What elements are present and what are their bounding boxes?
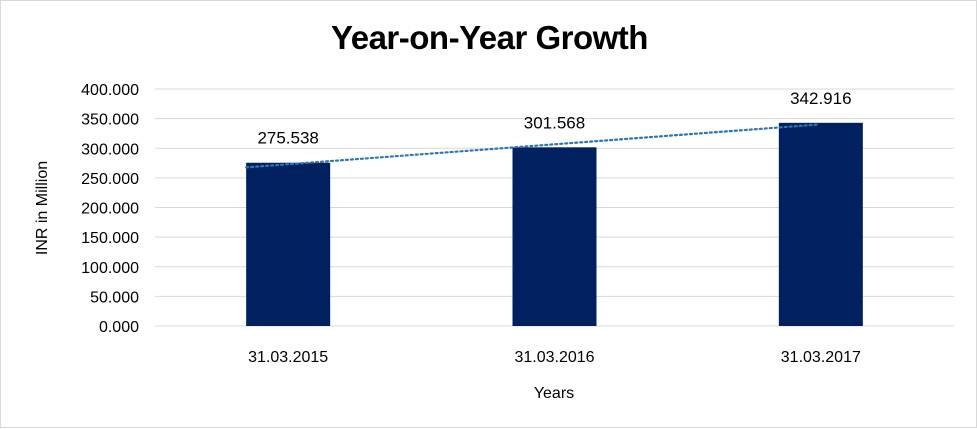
bar: [512, 147, 597, 326]
bars: [246, 122, 863, 327]
x-tick-label: 31.03.2016: [514, 349, 594, 366]
bar: [246, 162, 331, 326]
data-label: 301.568: [524, 113, 585, 132]
y-axis-title: INR in Million: [34, 161, 51, 255]
data-label: 275.538: [257, 129, 318, 148]
trendline: [245, 123, 818, 169]
y-tick-label: 50.000: [90, 289, 139, 306]
y-tick-label: 400.000: [81, 82, 139, 99]
y-tick-label: 300.000: [81, 141, 139, 158]
x-tick-label: 31.03.2017: [781, 349, 861, 366]
trendline-path: [245, 123, 818, 169]
chart-title: Year-on-Year Growth: [331, 19, 648, 56]
x-axis-title: Years: [534, 385, 574, 402]
y-tick-label: 350.000: [81, 112, 139, 129]
y-tick-label: 250.000: [81, 171, 139, 188]
bar: [778, 122, 863, 327]
y-tick-label: 200.000: [81, 201, 139, 218]
x-tick-labels: 31.03.2015 31.03.2016 31.03.2017: [248, 349, 861, 366]
data-label: 342.916: [790, 89, 851, 108]
x-tick-label: 31.03.2015: [248, 349, 328, 366]
data-labels: 275.538 301.568 342.916: [257, 89, 851, 148]
y-tick-label: 100.000: [81, 260, 139, 277]
y-tick-label: 0.000: [99, 319, 139, 336]
y-tick-labels: 0.000 50.000 100.000 150.000 200.000 250.000 3…: [81, 82, 139, 336]
y-tick-label: 150.000: [81, 230, 139, 247]
